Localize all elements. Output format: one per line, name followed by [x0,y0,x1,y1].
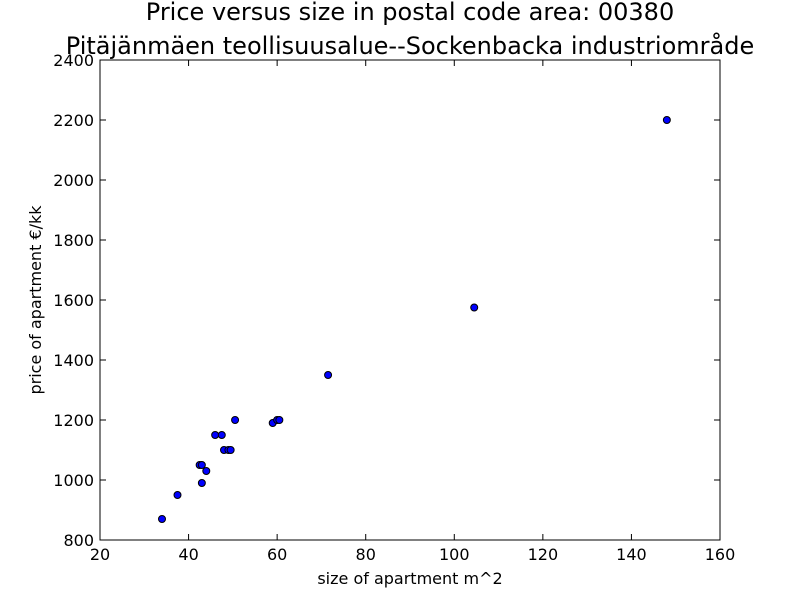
x-tick-label: 80 [356,545,376,564]
x-tick-label: 20 [90,545,110,564]
data-point [217,431,226,439]
data-point [226,446,235,454]
plot-area [100,60,720,540]
chart-subtitle: Pitäjänmäen teollisuusalue--Sockenbacka … [66,31,754,60]
x-axis-ticks: 20 40 60 80 100 120 140 160 [90,60,735,564]
x-tick-label: 160 [705,545,736,564]
data-point [202,467,211,475]
y-tick-label: 1200 [53,411,94,430]
data-point [158,515,166,523]
y-tick-label: 1800 [53,231,94,250]
x-axis-label: size of apartment m^2 [317,569,502,588]
chart-title: Price versus size in postal code area: 0… [146,0,674,26]
x-tick-label: 120 [528,545,559,564]
x-tick-label: 140 [616,545,647,564]
y-tick-label: 1600 [53,291,94,310]
y-axis-label: price of apartment €/kk [26,205,45,395]
data-point [662,116,671,124]
y-tick-label: 1000 [53,471,94,490]
data-point [231,416,240,424]
y-tick-label: 1400 [53,351,94,370]
y-tick-label: 2000 [53,171,94,190]
x-tick-label: 40 [178,545,198,564]
y-axis-ticks: 800 1000 1200 1400 1600 1800 2000 2200 2400 [53,51,720,550]
data-point [211,431,220,439]
data-point [197,461,206,469]
data-point [324,371,333,379]
data-point [173,491,182,499]
data-point [275,416,284,424]
data-point [197,479,206,487]
x-tick-label: 60 [267,545,287,564]
data-points [158,116,671,523]
x-tick-label: 100 [439,545,470,564]
plot-frame [99,59,721,541]
y-tick-label: 800 [63,531,94,550]
y-tick-label: 2400 [53,51,94,70]
y-tick-label: 2200 [53,111,94,130]
data-point [470,303,479,312]
